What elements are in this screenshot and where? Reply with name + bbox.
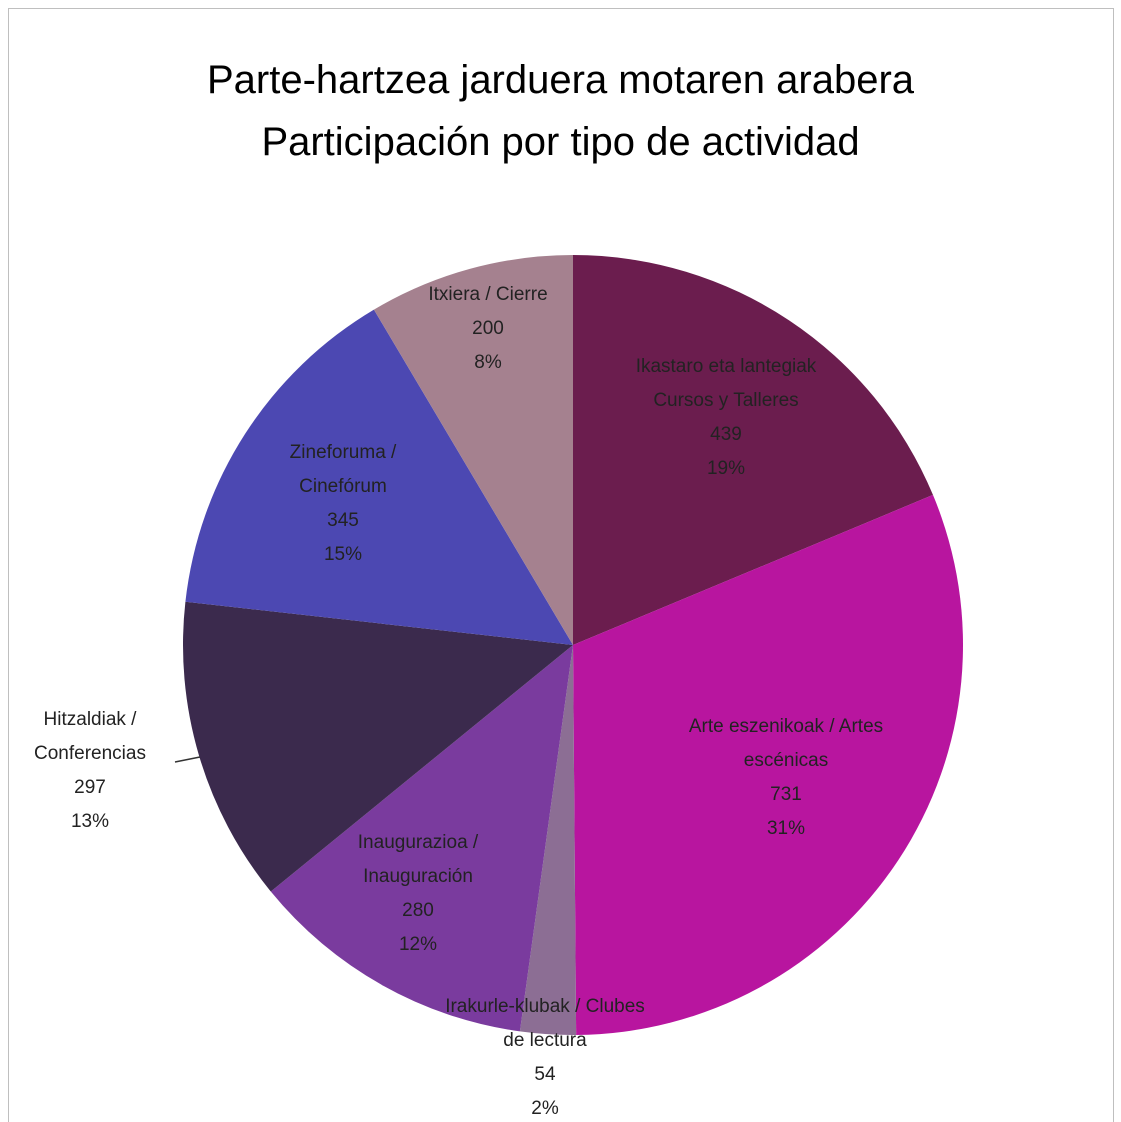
- percent-label: 8%: [474, 352, 502, 373]
- value-label: 200: [472, 318, 504, 339]
- percent-label: 15%: [323, 544, 363, 565]
- percent-label: 19%: [706, 458, 746, 479]
- percent-label: 2%: [531, 1098, 559, 1119]
- percent-label: 13%: [70, 811, 110, 832]
- chart-frame: [8, 8, 1114, 1122]
- value-label: 731: [770, 784, 802, 805]
- data-label: Arte eszenikoak / Artes escénicas 731 31%: [676, 710, 896, 846]
- slice-label: Hitzaldiak / Conferencias: [34, 709, 146, 764]
- slice: [519, 645, 577, 1035]
- percent-label: 31%: [766, 818, 806, 839]
- value-label: 439: [710, 424, 742, 445]
- data-label: Inaugurazioa / Inauguración 280 12%: [318, 826, 518, 962]
- slice-label: Ikastaro eta lantegiak Cursos y Talleres: [635, 356, 817, 411]
- slice-label: Arte eszenikoak / Artes escénicas: [688, 716, 884, 771]
- slice: [182, 601, 573, 892]
- data-label: Zineforuma / Cinefórum 345 15%: [258, 436, 428, 572]
- value-label: 297: [74, 777, 106, 798]
- slice: [573, 255, 933, 645]
- data-label: Irakurle-klubak / Clubes de lectura 54 2%: [435, 990, 655, 1122]
- slice: [373, 255, 573, 645]
- slice-label: Zineforuma / Cinefórum: [289, 442, 397, 497]
- data-label: Hitzaldiak / Conferencias 297 13%: [5, 703, 175, 839]
- slice: [185, 309, 574, 645]
- chart-title: Parte-hartzea jarduera motaren arabera: [206, 58, 915, 102]
- value-label: 54: [534, 1064, 556, 1085]
- slice-label: Itxiera / Cierre: [428, 284, 548, 305]
- chart-subtitle: Participación por tipo de actividad: [261, 120, 860, 164]
- value-label: 345: [327, 510, 359, 531]
- slice-label: Irakurle-klubak / Clubes de lectura: [445, 996, 645, 1051]
- percent-label: 12%: [398, 934, 438, 955]
- data-label: Itxiera / Cierre 200 8%: [388, 278, 588, 380]
- slice-label: Inaugurazioa / Inauguración: [357, 832, 479, 887]
- slice: [270, 645, 573, 1032]
- data-label: Ikastaro eta lantegiak Cursos y Talleres…: [621, 350, 831, 486]
- slice: [573, 494, 964, 1035]
- leader-line: [174, 756, 201, 763]
- value-label: 280: [402, 900, 434, 921]
